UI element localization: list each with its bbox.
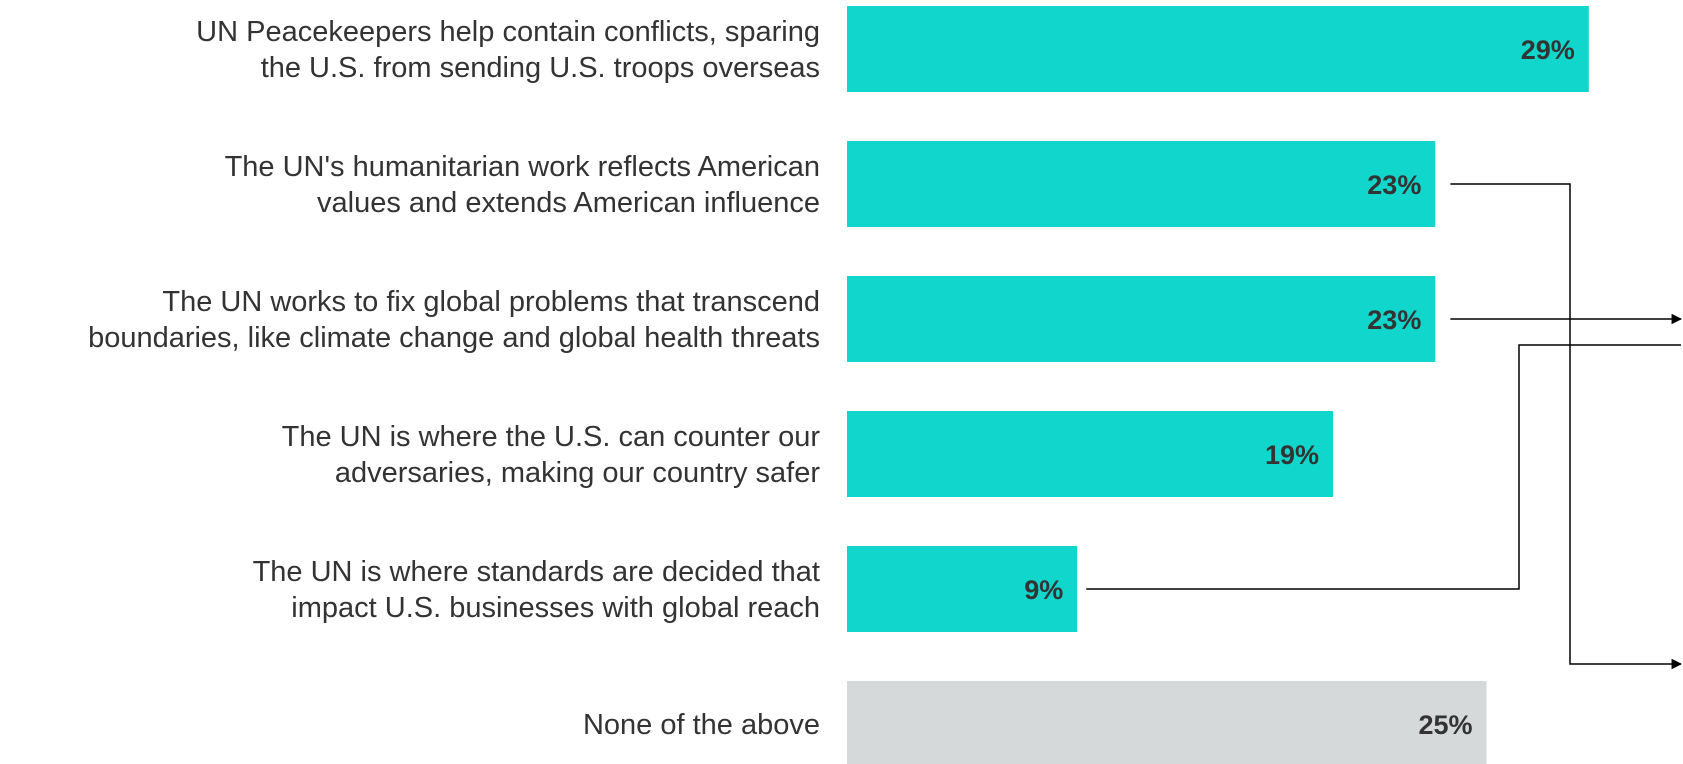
bar-2	[847, 141, 1436, 227]
bar-5	[847, 546, 1078, 632]
connectors-layer	[1086, 183, 1683, 670]
value-label-6: 25%	[1418, 710, 1472, 740]
category-label-5-line-1: The UN is where standards are decided th…	[253, 556, 820, 588]
bar-3	[847, 276, 1436, 362]
category-label-2-line-2: values and extends American influence	[317, 187, 820, 219]
category-label-2-line-1: The UN's humanitarian work reflects Amer…	[225, 151, 820, 183]
category-label-3-line-1: The UN works to fix global problems that…	[162, 286, 820, 318]
category-label-1: UN Peacekeepers help contain conflicts, …	[196, 16, 820, 84]
value-label-2: 23%	[1367, 170, 1421, 200]
bar-6	[847, 681, 1487, 764]
labels-layer: 29% UN Peacekeepers help contain conflict…	[88, 16, 1575, 741]
value-label-1: 29%	[1521, 35, 1575, 65]
value-label-4: 19%	[1265, 440, 1319, 470]
category-label-1-line-1: UN Peacekeepers help contain conflicts, …	[196, 16, 820, 48]
category-label-6: None of the above	[583, 709, 820, 741]
bars-layer	[847, 6, 1589, 764]
value-label-3: 23%	[1367, 305, 1421, 335]
category-label-4-line-2: adversaries, making our country safer	[335, 457, 820, 489]
category-label-1-line-2: the U.S. from sending U.S. troops overse…	[261, 52, 820, 84]
category-label-2: The UN's humanitarian work reflects Amer…	[225, 151, 820, 219]
category-label-4-line-1: The UN is where the U.S. can counter our	[282, 421, 821, 453]
category-label-4: The UN is where the U.S. can counter our…	[282, 421, 821, 489]
category-label-6-line-1: None of the above	[583, 709, 820, 741]
bar-1	[847, 6, 1589, 92]
value-label-5: 9%	[1024, 575, 1063, 605]
connector-line-1	[1450, 183, 1683, 670]
bar-4	[847, 411, 1334, 497]
connector-line-3	[1086, 344, 1681, 590]
category-label-3: The UN works to fix global problems that…	[88, 286, 820, 354]
category-label-3-line-2: boundaries, like climate change and glob…	[88, 322, 820, 354]
category-label-5-line-2: impact U.S. businesses with global reach	[291, 592, 820, 624]
category-label-5: The UN is where standards are decided th…	[253, 556, 820, 624]
